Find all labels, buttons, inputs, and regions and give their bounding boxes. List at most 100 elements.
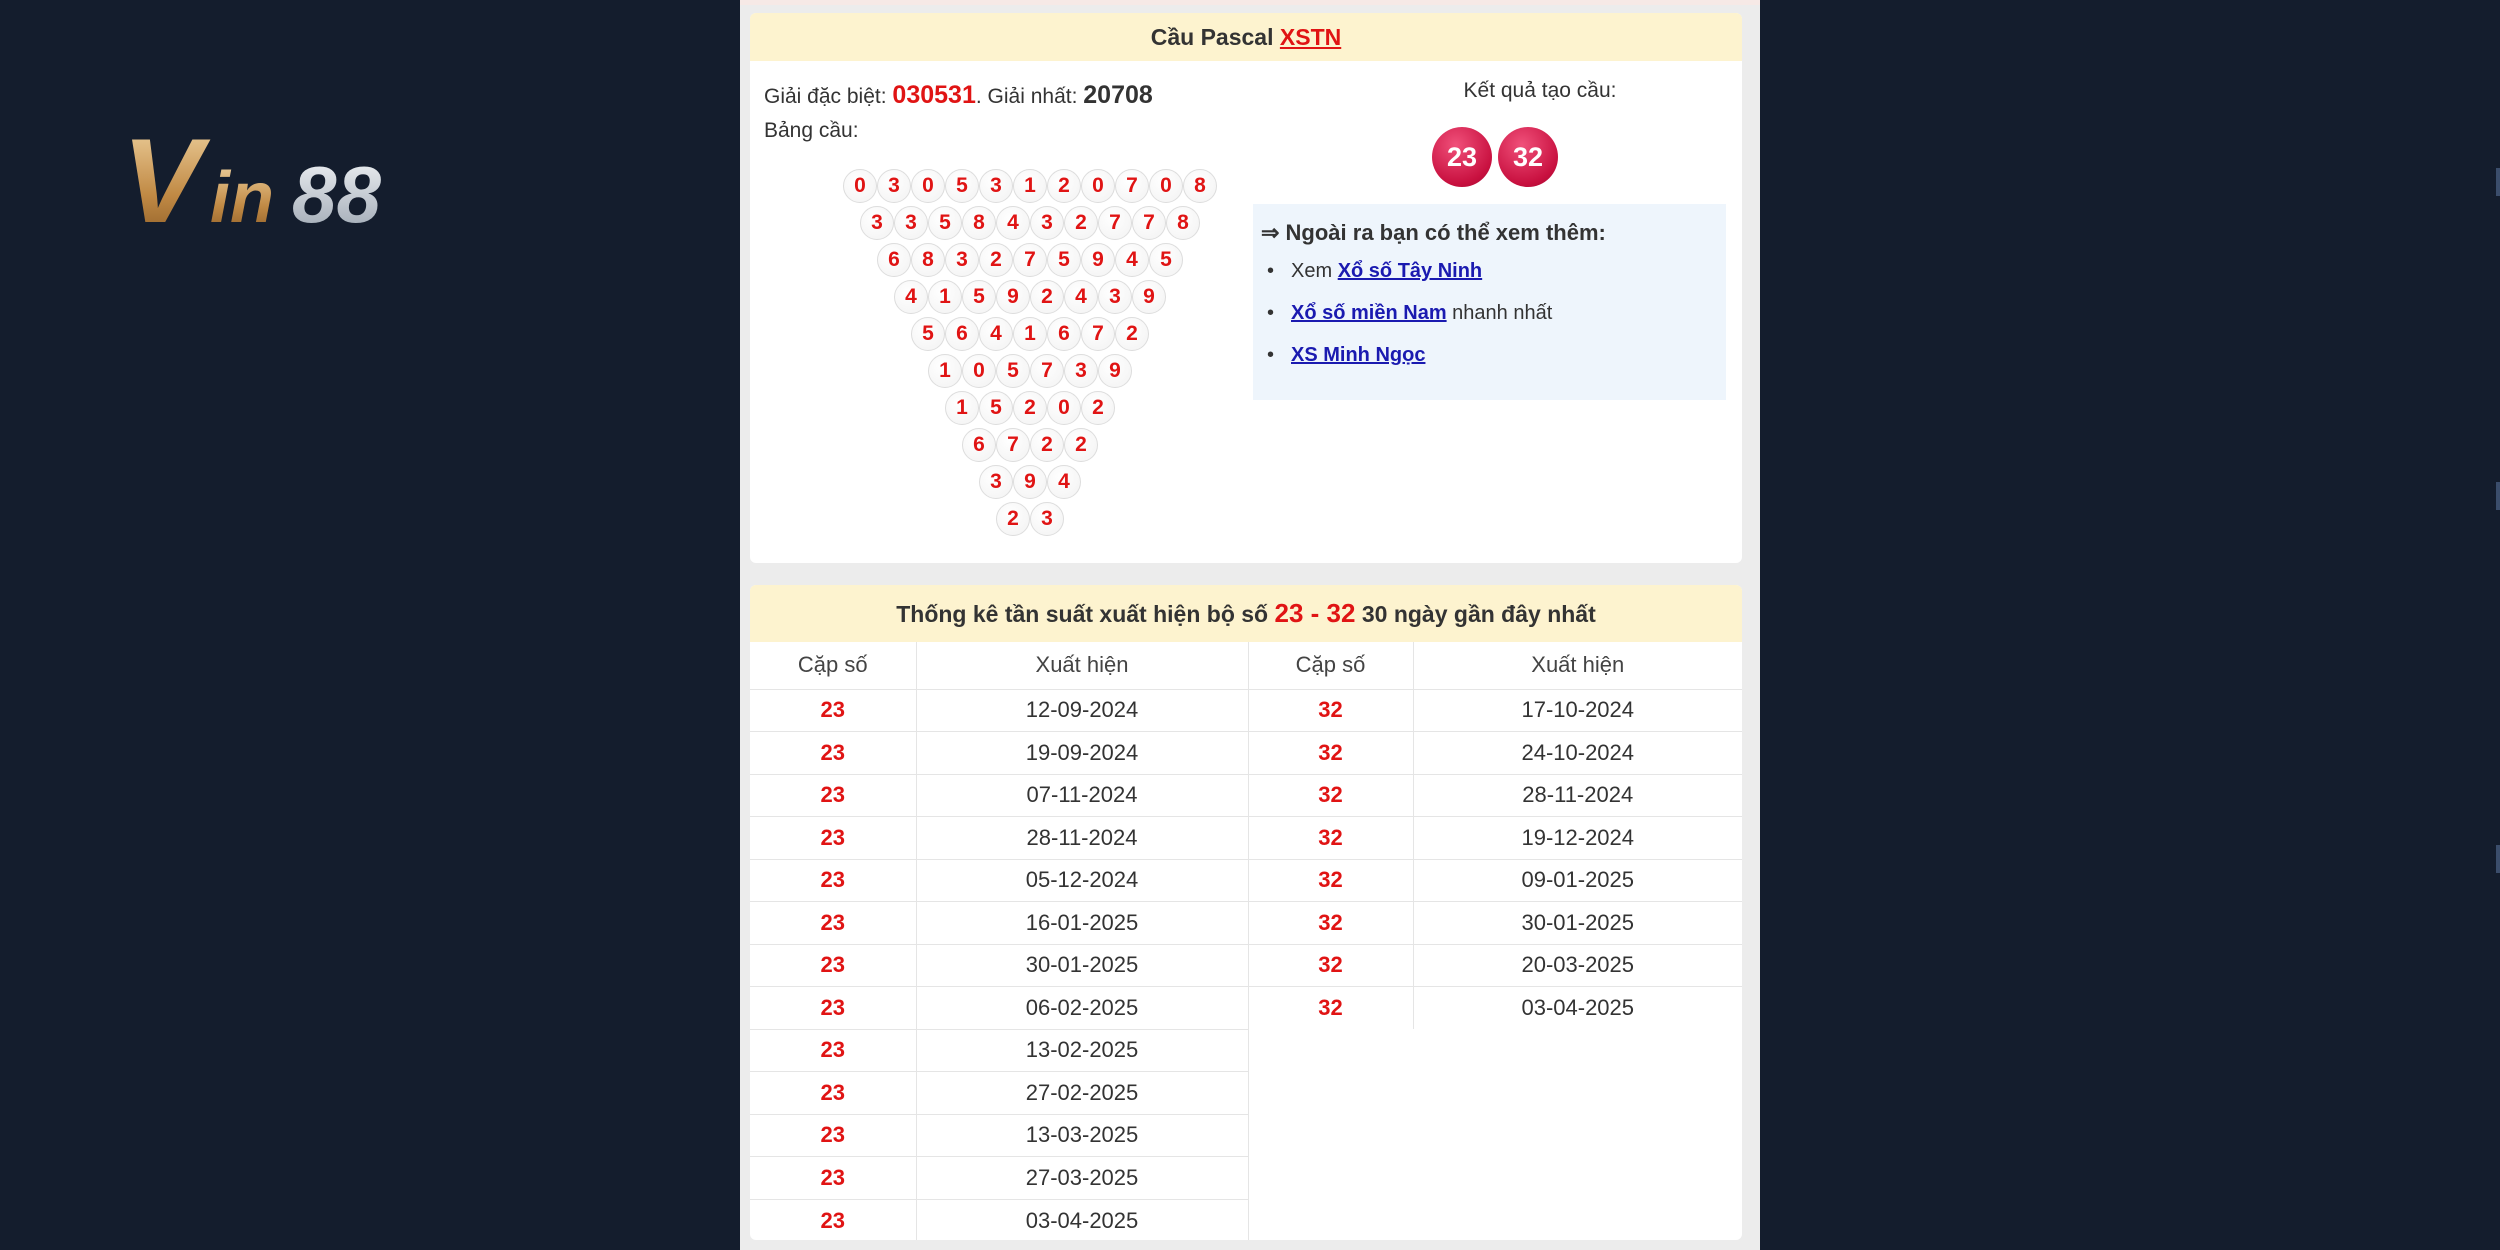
pascal-digit: 6 xyxy=(877,243,911,277)
col-header-pair: Cặp số xyxy=(1248,642,1414,689)
table-label: Bảng cầu: xyxy=(764,119,859,142)
pascal-digit: 7 xyxy=(1013,243,1047,277)
empty-cell xyxy=(1413,1114,1742,1157)
pascal-digit: 6 xyxy=(962,428,996,462)
pair-cell: 23 xyxy=(750,1198,917,1240)
pascal-digit: 5 xyxy=(911,317,945,351)
table-row: 23 30-01-2025 32 20-03-2025 xyxy=(750,943,1742,987)
date-cell: 03-04-2025 xyxy=(916,1198,1249,1240)
pascal-digit: 7 xyxy=(1098,206,1132,240)
empty-cell xyxy=(1413,1199,1742,1240)
result-ball: 23 xyxy=(1432,127,1492,187)
table-row: 23 13-03-2025 xyxy=(750,1113,1742,1157)
see-more-item: Xem Xổ số Tây Ninh xyxy=(1261,260,1718,283)
first-value: 20708 xyxy=(1083,81,1153,109)
date-cell: 28-11-2024 xyxy=(916,816,1249,859)
date-cell: 20-03-2025 xyxy=(1413,943,1742,987)
pair-cell: 23 xyxy=(750,1028,917,1072)
pair-cell: 23 xyxy=(750,1113,917,1157)
date-cell: 27-03-2025 xyxy=(916,1156,1249,1199)
svg-text:88: 88 xyxy=(292,150,381,232)
pair-cell: 32 xyxy=(1248,901,1414,944)
pascal-digit: 2 xyxy=(979,243,1013,277)
pascal-digit: 9 xyxy=(1081,243,1115,277)
date-cell: 30-01-2025 xyxy=(916,943,1249,987)
pascal-digit: 9 xyxy=(996,280,1030,314)
empty-cell xyxy=(1248,1114,1413,1157)
prize-line: Giải đặc biệt: 030531. Giải nhất: 20708 xyxy=(764,81,1153,110)
pascal-digit: 0 xyxy=(1149,169,1183,203)
table-row: 23 27-03-2025 xyxy=(750,1156,1742,1199)
pascal-digit: 8 xyxy=(962,206,996,240)
stats-title-pre: Thống kê tần suất xuất hiện bộ số xyxy=(896,601,1275,627)
stats-card: Thống kê tần suất xuất hiện bộ số 23 - 3… xyxy=(750,585,1742,1240)
table-row: 23 05-12-2024 32 09-01-2025 xyxy=(750,858,1742,902)
special-value: 030531 xyxy=(892,81,976,109)
empty-cell xyxy=(1248,1072,1413,1115)
link-xs-minh-ngoc[interactable]: XS Minh Ngọc xyxy=(1291,344,1426,366)
pascal-digit: 1 xyxy=(1013,169,1047,203)
date-cell: 05-12-2024 xyxy=(916,858,1249,902)
table-row: 23 12-09-2024 32 17-10-2024 xyxy=(750,688,1742,732)
stats-title-pair: 23 - 32 xyxy=(1274,598,1356,628)
pascal-digit: 7 xyxy=(1081,317,1115,351)
date-cell: 13-03-2025 xyxy=(916,1113,1249,1157)
pascal-digit: 8 xyxy=(1166,206,1200,240)
content-column: Cầu Pascal XSTN Giải đặc biệt: 030531. G… xyxy=(740,0,2500,1250)
link-xo-so-tay-ninh[interactable]: Xổ số Tây Ninh xyxy=(1337,260,1483,282)
pair-cell: 32 xyxy=(1248,858,1414,902)
col-header-pair: Cặp số xyxy=(750,642,917,689)
empty-cell xyxy=(1248,1199,1413,1240)
pascal-digit: 1 xyxy=(928,280,962,314)
link-xo-so-mien-nam[interactable]: Xổ số miền Nam xyxy=(1291,302,1447,324)
pascal-digit: 3 xyxy=(979,465,1013,499)
date-cell: 16-01-2025 xyxy=(916,901,1249,944)
pascal-digit: 4 xyxy=(996,206,1030,240)
pascal-digit: 4 xyxy=(894,280,928,314)
col-header-appear: Xuất hiện xyxy=(1531,652,1625,678)
pascal-digit: 6 xyxy=(1047,317,1081,351)
pascal-digit: 5 xyxy=(962,280,996,314)
pair-cell: 23 xyxy=(750,943,917,987)
empty-cell xyxy=(1413,1029,1742,1072)
pascal-digit: 2 xyxy=(1064,428,1098,462)
table-row: 23 07-11-2024 32 28-11-2024 xyxy=(750,773,1742,817)
svg-text:V: V xyxy=(122,122,211,232)
result-balls: 23 32 xyxy=(1432,127,1558,187)
pascal-digit: 7 xyxy=(1115,169,1149,203)
pascal-digit: 2 xyxy=(1030,428,1064,462)
col-header-appear: Xuất hiện xyxy=(916,642,1249,689)
pascal-digit: 3 xyxy=(1030,502,1064,536)
pascal-digit: 5 xyxy=(945,169,979,203)
pascal-digit: 1 xyxy=(1013,317,1047,351)
date-cell: 06-02-2025 xyxy=(916,986,1249,1029)
date-cell: 17-10-2024 xyxy=(1413,688,1742,732)
pair-cell: 32 xyxy=(1248,773,1414,817)
date-cell: 28-11-2024 xyxy=(1413,773,1742,817)
pascal-digit: 4 xyxy=(1064,280,1098,314)
pair-cell: 23 xyxy=(750,773,917,817)
special-label: Giải đặc biệt: xyxy=(764,85,887,108)
pascal-header: Cầu Pascal XSTN xyxy=(750,13,1742,61)
pair-cell: 23 xyxy=(750,731,917,774)
result-ball: 32 xyxy=(1498,127,1558,187)
vin88-logo: V in 88 xyxy=(122,122,381,232)
pair-cell: 23 xyxy=(750,1156,917,1199)
empty-cell xyxy=(1413,1072,1742,1115)
xstn-link[interactable]: XSTN xyxy=(1279,24,1342,50)
pascal-digit: 3 xyxy=(1030,206,1064,240)
pascal-digit: 0 xyxy=(962,354,996,388)
pascal-digit: 3 xyxy=(945,243,979,277)
pair-cell: 32 xyxy=(1248,731,1414,774)
pascal-digit: 3 xyxy=(860,206,894,240)
pascal-digit: 3 xyxy=(894,206,928,240)
pascal-card: Cầu Pascal XSTN Giải đặc biệt: 030531. G… xyxy=(750,13,1742,563)
pascal-digit: 0 xyxy=(843,169,877,203)
pascal-digit: 6 xyxy=(945,317,979,351)
date-cell: 07-11-2024 xyxy=(916,773,1249,817)
result-label: Kết quả tạo cầu: xyxy=(1463,79,1617,102)
